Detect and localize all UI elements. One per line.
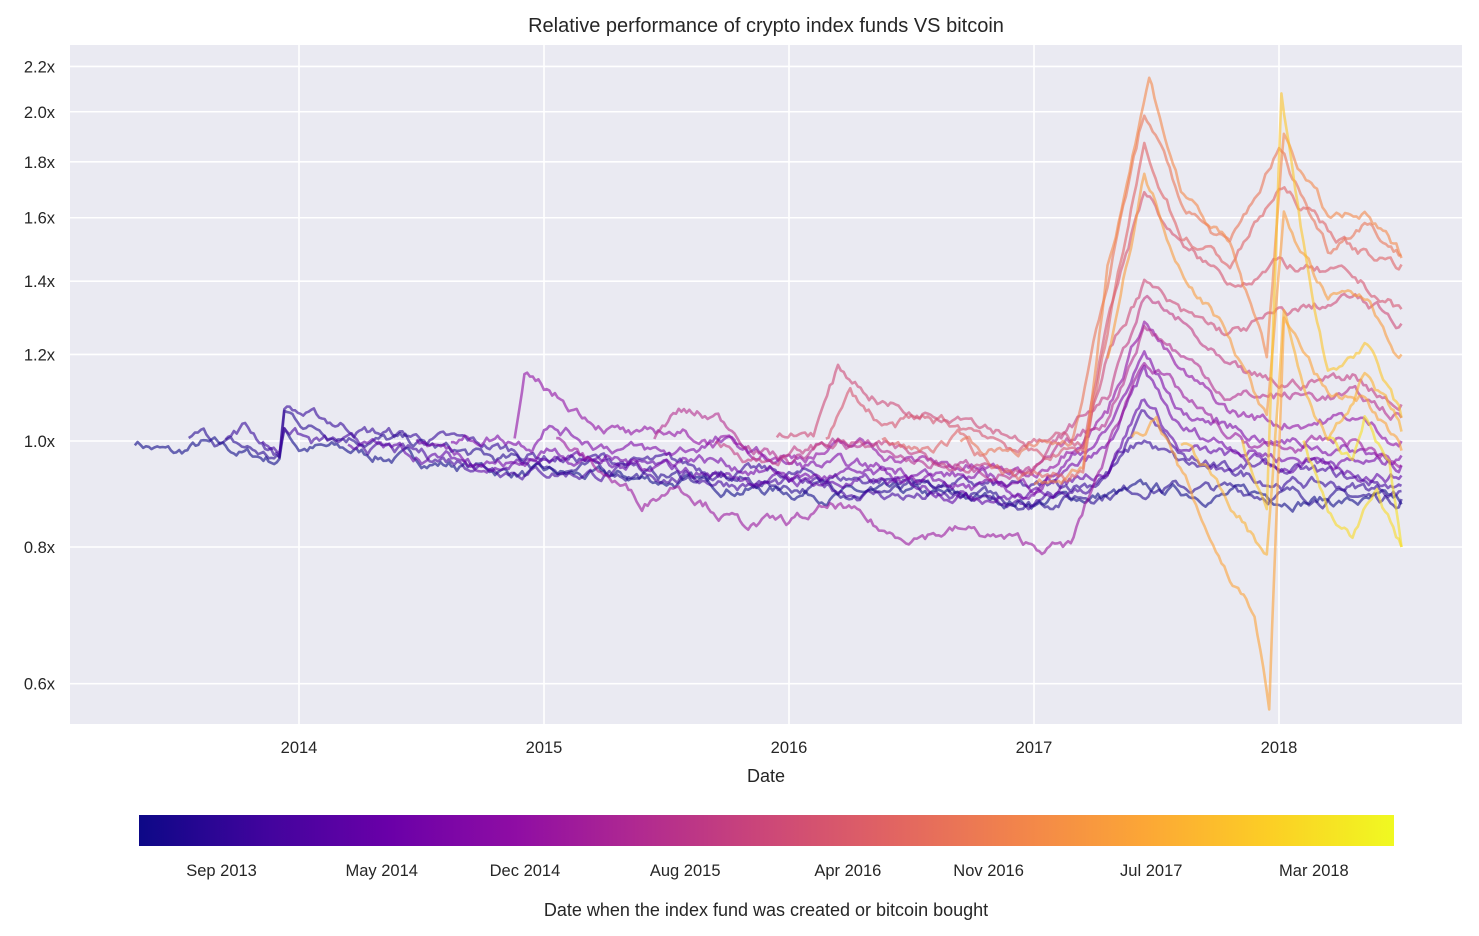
series-line-fund-2017-05 xyxy=(1130,316,1403,711)
series-line-fund-2018-03 xyxy=(1327,415,1403,548)
y-tick-label: 0.6x xyxy=(24,676,56,694)
plot-area xyxy=(70,45,1462,724)
series-lines xyxy=(133,76,1403,711)
colorbar-tick-label: Sep 2013 xyxy=(186,862,257,880)
series-line-fund-2015-09 xyxy=(714,294,1403,477)
colorbar-ticks: Sep 2013 May 2014 Dec 2014 Aug 2015 Apr 2016… xyxy=(186,862,1349,880)
colorbar-tick-label: Apr 2016 xyxy=(814,862,881,880)
y-tick-label: 1.4x xyxy=(24,273,56,291)
series-line-fund-2017-01 xyxy=(1033,76,1403,485)
series-line-fund-2013-11 xyxy=(261,409,1403,511)
colorbar-tick-label: Mar 2018 xyxy=(1279,862,1349,880)
colorbar-tick-label: Dec 2014 xyxy=(490,862,561,880)
x-axis: 2014 2015 2016 2017 2018 xyxy=(281,739,1298,757)
y-tick-label: 1.8x xyxy=(24,154,56,172)
colorbar-tick-label: Jul 2017 xyxy=(1120,862,1182,880)
x-tick-label: 2014 xyxy=(281,739,318,757)
series-line-fund-2013-07 xyxy=(187,409,1403,511)
y-tick-label: 1.6x xyxy=(24,210,56,228)
y-tick-label: 0.8x xyxy=(24,539,56,557)
colorbar-label: Date when the index fund was created or … xyxy=(544,900,988,920)
series-line-fund-2017-11 xyxy=(1240,92,1403,511)
series-line-fund-2014-11 xyxy=(513,320,1403,479)
x-tick-label: 2018 xyxy=(1261,739,1298,757)
y-tick-label: 1.0x xyxy=(24,433,56,451)
series-line-fund-2015-06 xyxy=(653,324,1403,483)
chart-title: Relative performance of crypto index fun… xyxy=(528,15,1004,37)
x-axis-label: Date xyxy=(747,766,785,786)
y-tick-label: 2.2x xyxy=(24,58,56,76)
colorbar-tick-label: Aug 2015 xyxy=(650,862,721,880)
series-line-fund-2017-08 xyxy=(1180,309,1403,556)
y-axis: 0.6x 0.8x 1.0x 1.2x 1.4x 1.6x 1.8x 2.0x 2.2x xyxy=(24,58,56,693)
colorbar-tick-label: Nov 2016 xyxy=(953,862,1024,880)
series-line-fund-2016-05 xyxy=(881,141,1403,483)
series-line-fund-2018-02 xyxy=(1302,440,1403,548)
x-tick-label: 2015 xyxy=(526,739,563,757)
series-line-fund-2014-08 xyxy=(450,350,1403,495)
colorbar xyxy=(139,815,1394,846)
y-tick-label: 2.0x xyxy=(24,104,56,122)
series-line-fund-2013-04 xyxy=(133,427,1403,513)
series-line-fund-2015-01 xyxy=(556,361,1403,556)
x-tick-label: 2017 xyxy=(1016,739,1053,757)
colorbar-tick-label: May 2014 xyxy=(346,862,418,880)
series-line-fund-2017-03 xyxy=(1106,172,1403,417)
series-line-fund-2016-09 xyxy=(959,114,1402,458)
x-tick-label: 2016 xyxy=(771,739,808,757)
y-tick-label: 1.2x xyxy=(24,346,56,364)
